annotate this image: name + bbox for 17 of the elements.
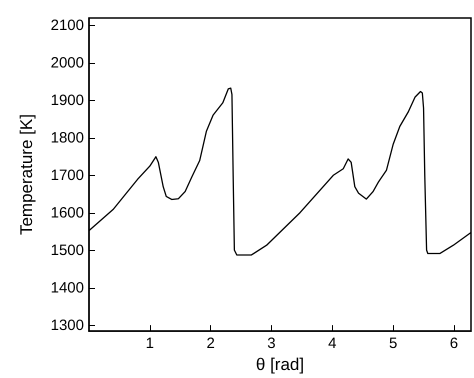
y-tick-label: 1600 bbox=[50, 204, 84, 222]
x-tick-label: 3 bbox=[267, 335, 276, 352]
x-tick-label: 4 bbox=[328, 335, 336, 352]
y-tick-label: 2000 bbox=[50, 54, 84, 72]
x-tick-label: 1 bbox=[146, 335, 154, 352]
x-axis-title: θ [rad] bbox=[256, 355, 304, 374]
x-tick-label: 5 bbox=[388, 335, 398, 352]
x-tick-label: 6 bbox=[450, 335, 458, 352]
y-tick-label: 1800 bbox=[50, 129, 84, 146]
y-tick-label: 1500 bbox=[50, 242, 84, 259]
y-tick-label: 1300 bbox=[50, 316, 84, 334]
y-axis-title: Temperature [K] bbox=[17, 114, 36, 236]
x-tick-label: 2 bbox=[206, 335, 215, 352]
y-tick-label: 2100 bbox=[50, 17, 84, 34]
y-tick-label: 1400 bbox=[50, 279, 84, 296]
y-tick-label: 1700 bbox=[50, 166, 84, 184]
y-tick-label: 1900 bbox=[50, 92, 84, 109]
